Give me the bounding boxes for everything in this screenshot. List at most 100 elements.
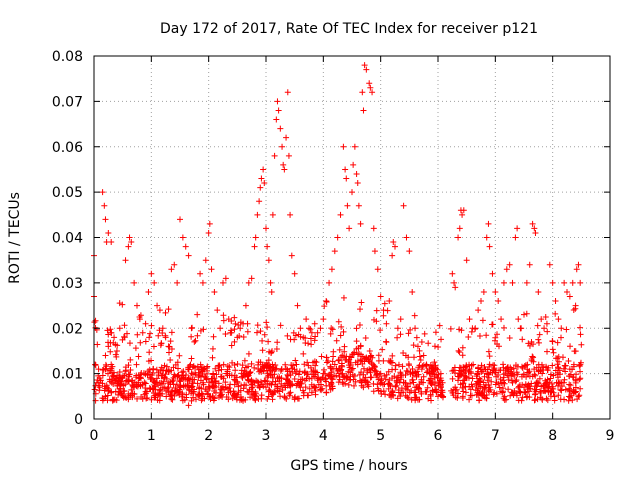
cloud-marker <box>539 396 546 403</box>
cloud-marker <box>237 387 244 394</box>
cloud-marker <box>336 376 343 383</box>
cloud-marker <box>542 388 549 395</box>
cloud-marker <box>385 385 392 392</box>
cloud-marker <box>420 373 427 380</box>
cloud-marker <box>552 310 559 317</box>
data-point <box>397 316 404 323</box>
cloud-marker <box>150 343 157 350</box>
cloud-marker <box>137 312 144 319</box>
data-point <box>165 343 172 350</box>
cloud-marker <box>407 326 414 333</box>
cloud-marker <box>103 382 110 389</box>
cloud-marker <box>469 375 476 382</box>
data-point <box>400 379 407 386</box>
cloud-marker <box>338 323 345 330</box>
data-point <box>96 375 103 382</box>
cloud-marker <box>167 338 174 345</box>
cloud-marker <box>296 381 303 388</box>
data-point <box>111 334 118 341</box>
cloud-marker <box>546 379 553 386</box>
cloud-marker <box>373 307 380 314</box>
cloud-marker <box>203 376 210 383</box>
data-point <box>353 170 360 177</box>
cloud-marker <box>537 366 544 373</box>
cloud-marker <box>465 334 472 341</box>
cloud-marker <box>292 370 299 377</box>
data-point <box>263 225 269 232</box>
cloud-marker <box>536 331 543 338</box>
cloud-marker <box>432 329 439 336</box>
cloud-marker <box>273 346 280 353</box>
cloud-marker <box>380 357 387 364</box>
data-point <box>291 270 298 277</box>
cloud-marker <box>389 352 396 359</box>
x-tick-label: 6 <box>434 428 443 444</box>
cloud-marker <box>394 334 401 341</box>
cloud-marker <box>424 384 431 391</box>
data-point <box>359 89 366 96</box>
cloud-marker <box>244 328 251 335</box>
cloud-marker <box>135 372 142 379</box>
cloud-marker <box>142 380 149 387</box>
cloud-marker <box>576 392 583 399</box>
cloud-marker <box>323 389 330 396</box>
cloud-marker <box>481 384 488 391</box>
data-point <box>532 229 539 236</box>
data-point <box>389 375 396 382</box>
cloud-marker <box>476 375 483 382</box>
cloud-marker <box>382 338 389 345</box>
cloud-marker <box>243 371 250 378</box>
cloud-marker <box>554 339 561 346</box>
data-point <box>459 211 466 218</box>
data-point <box>531 225 538 232</box>
cloud-marker <box>571 348 578 355</box>
cloud-marker <box>390 392 397 399</box>
cloud-marker <box>360 384 367 391</box>
data-point <box>134 302 140 309</box>
cloud-marker <box>573 371 580 378</box>
cloud-marker <box>99 366 106 373</box>
cloud-marker <box>421 330 428 337</box>
cloud-marker <box>483 370 490 377</box>
cloud-marker <box>190 380 197 387</box>
cloud-marker <box>330 348 337 355</box>
cloud-marker <box>248 377 255 384</box>
cloud-marker <box>519 364 526 371</box>
cloud-marker <box>212 389 219 396</box>
data-point <box>274 375 281 382</box>
cloud-marker <box>278 366 285 373</box>
cloud-marker <box>387 359 394 366</box>
data-point <box>515 316 522 323</box>
cloud-marker <box>297 333 304 340</box>
cloud-marker <box>206 393 213 400</box>
cloud-marker <box>341 343 348 350</box>
cloud-marker <box>383 371 390 378</box>
cloud-marker <box>277 322 284 329</box>
cloud-marker <box>133 361 140 368</box>
cloud-marker <box>497 376 504 383</box>
cloud-marker <box>155 332 162 339</box>
y-tick-label: 0 <box>74 412 83 428</box>
data-point <box>483 234 490 241</box>
cloud-marker <box>548 371 555 378</box>
cloud-marker <box>256 384 263 391</box>
cloud-marker <box>291 376 298 383</box>
cloud-marker <box>147 374 154 381</box>
cloud-marker <box>259 347 266 354</box>
data-point <box>182 243 189 250</box>
cloud-marker <box>455 347 462 354</box>
cloud-marker <box>134 331 141 338</box>
cloud-marker <box>368 352 375 359</box>
data-point <box>369 89 376 96</box>
cloud-marker <box>192 337 199 344</box>
data-point <box>105 343 112 350</box>
cloud-marker <box>549 338 556 345</box>
cloud-marker <box>473 391 480 398</box>
y-axis-label: ROTI / TECUs <box>7 192 23 284</box>
cloud-marker <box>157 392 164 399</box>
cloud-marker <box>243 364 250 371</box>
cloud-marker <box>577 368 584 375</box>
cloud-marker <box>488 321 495 328</box>
cloud-marker <box>329 358 336 365</box>
data-point <box>102 352 109 359</box>
